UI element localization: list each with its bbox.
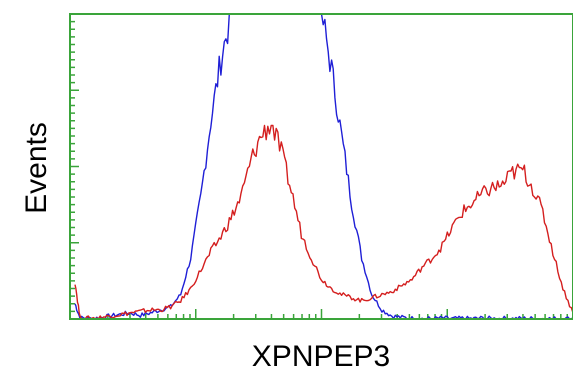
- y-axis-ticks: [70, 13, 79, 320]
- series-line-2: [74, 124, 573, 320]
- series-line-1: [74, 13, 573, 320]
- series-layer: [74, 13, 573, 320]
- y-axis-label: Events: [20, 122, 53, 214]
- plot-frame: [69, 13, 573, 320]
- x-axis-label: XPNPEP3: [252, 340, 390, 373]
